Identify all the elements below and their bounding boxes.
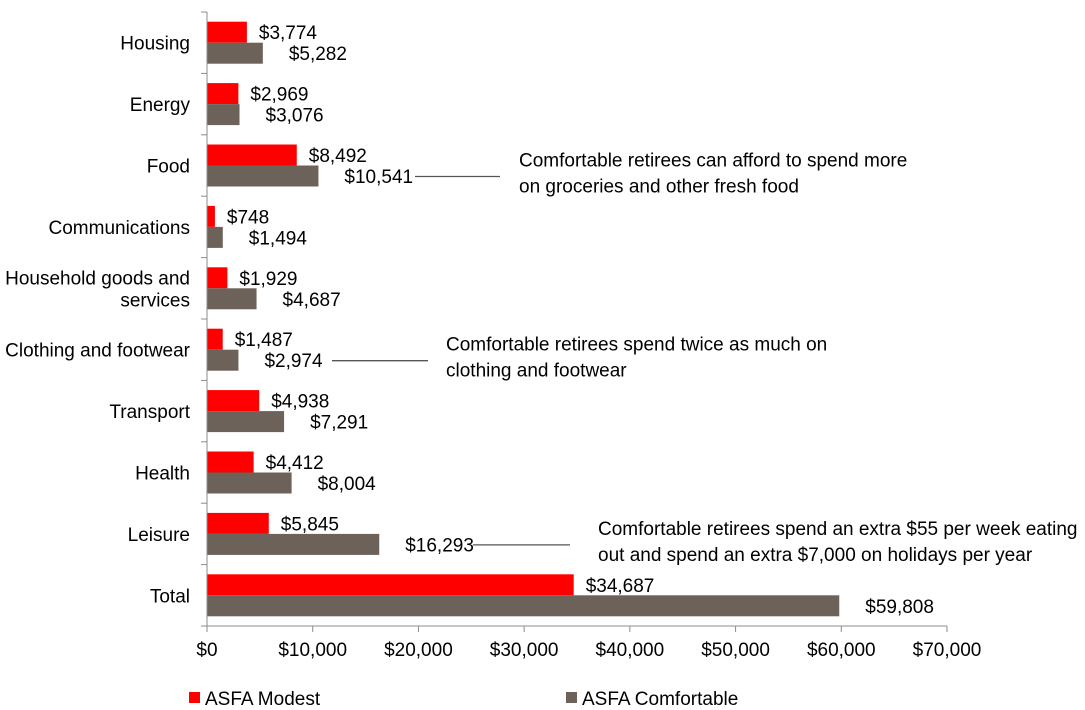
value-label: $16,293 <box>405 535 474 556</box>
bar-modest <box>207 512 269 534</box>
legend: ASFA Modest ASFA Comfortable <box>189 689 738 710</box>
value-label: $1,929 <box>239 269 297 290</box>
bar-comfortable <box>207 288 257 310</box>
value-label: $8,492 <box>309 146 367 167</box>
annotation-text: Comfortable retirees can afford to spend… <box>519 151 907 172</box>
bar-modest <box>207 21 247 43</box>
bar-modest <box>207 83 239 105</box>
value-label: $4,687 <box>283 290 341 311</box>
value-labels-layer: $3,774$5,282 $2,969$3,076 $8,492$10,541 $74… <box>227 23 934 618</box>
category-labels-layer: Housing Energy Food Communications Household… <box>5 34 191 608</box>
legend-label: ASFA Comfortable <box>582 689 738 710</box>
x-tick-label: $20,000 <box>384 640 453 661</box>
x-tick-label: $10,000 <box>278 640 347 661</box>
value-label: $5,282 <box>289 44 347 65</box>
x-tick-label: $0 <box>196 640 217 661</box>
bar-modest <box>207 390 260 412</box>
annotation-text: Comfortable retirees spend twice as much… <box>446 335 827 356</box>
legend-swatch <box>566 692 577 703</box>
category-label: Total <box>150 586 190 607</box>
x-tick-label: $30,000 <box>490 640 559 661</box>
value-label: $4,938 <box>271 392 329 413</box>
value-label: $2,974 <box>264 351 323 372</box>
annotation-text: clothing and footwear <box>446 361 627 382</box>
x-tick-label: $70,000 <box>913 640 982 661</box>
bar-comfortable <box>207 472 292 494</box>
value-label: $10,541 <box>344 167 413 188</box>
category-label: Household goods and <box>5 268 190 289</box>
value-label: $1,487 <box>235 330 293 351</box>
bar-modest <box>207 328 223 350</box>
bar-modest <box>207 267 228 289</box>
bar-modest <box>207 574 574 596</box>
value-label: $7,291 <box>310 413 368 434</box>
bar-comfortable <box>207 349 239 371</box>
x-tick-label: $40,000 <box>596 640 665 661</box>
category-label: Energy <box>130 95 191 116</box>
value-label: $59,808 <box>865 597 934 618</box>
bar-modest <box>207 451 254 473</box>
bar-comfortable <box>207 533 380 555</box>
value-label: $1,494 <box>249 228 308 249</box>
value-label: $8,004 <box>318 474 377 495</box>
legend-label: ASFA Modest <box>205 689 321 710</box>
category-label: Leisure <box>128 525 190 546</box>
bar-modest <box>207 144 297 166</box>
x-tick-label: $60,000 <box>807 640 876 661</box>
bar-modest <box>207 205 215 227</box>
category-label: Clothing and footwear <box>5 341 191 362</box>
value-label: $5,845 <box>281 514 339 535</box>
bar-comfortable <box>207 226 223 248</box>
bar-comfortable <box>207 104 240 126</box>
annotation-text: on groceries and other fresh food <box>519 177 799 198</box>
category-label: Communications <box>49 218 191 239</box>
value-label: $34,687 <box>586 576 655 597</box>
bar-comfortable <box>207 595 840 617</box>
value-label: $748 <box>227 207 269 228</box>
category-label: Food <box>147 157 190 178</box>
annotations-layer: Comfortable retirees can afford to spend… <box>332 151 1078 566</box>
value-label: $3,774 <box>259 23 318 44</box>
annotation-text: Comfortable retirees spend an extra $55 … <box>598 519 1078 540</box>
value-label: $3,076 <box>266 106 324 127</box>
annotation-text: out and spend an extra $7,000 on holiday… <box>598 545 1033 566</box>
category-label: Housing <box>120 34 190 55</box>
bar-comfortable <box>207 165 319 187</box>
category-label: Health <box>135 464 190 485</box>
axes-layer: $0 $10,000 $20,000 $30,000 $40,000 $50,000 $60… <box>196 11 982 661</box>
category-label: Transport <box>109 402 190 423</box>
x-tick-label: $50,000 <box>701 640 770 661</box>
bars-layer <box>207 21 840 617</box>
category-label: services <box>120 290 190 311</box>
value-label: $2,969 <box>250 85 308 106</box>
value-label: $4,412 <box>266 453 324 474</box>
bar-comfortable <box>207 42 263 64</box>
legend-swatch <box>189 692 200 703</box>
bar-comfortable <box>207 411 285 433</box>
